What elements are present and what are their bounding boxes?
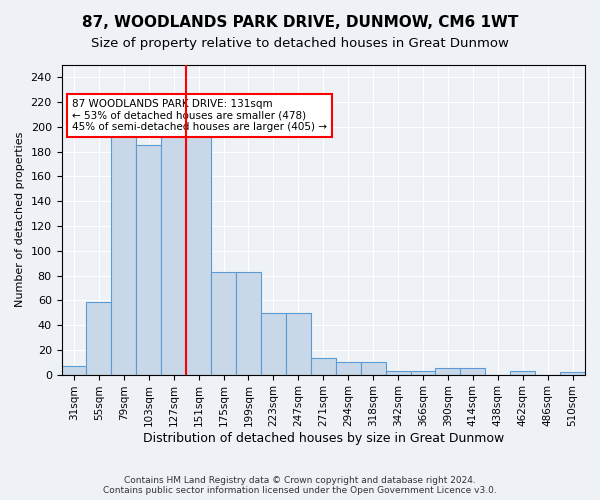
Bar (86, 302, 112, 374)
Bar (510, 371, 535, 374)
Bar (211, 272, 236, 374)
Bar (560, 372, 585, 374)
Bar (336, 362, 361, 374)
X-axis label: Distribution of detached houses by size in Great Dunmow: Distribution of detached houses by size … (143, 432, 504, 445)
Bar (236, 272, 261, 374)
Bar (311, 358, 336, 374)
Bar (186, 136, 211, 374)
Y-axis label: Number of detached properties: Number of detached properties (15, 132, 25, 308)
Bar (361, 362, 386, 374)
Text: Size of property relative to detached houses in Great Dunmow: Size of property relative to detached ho… (91, 38, 509, 51)
Bar (161, 136, 186, 374)
Bar (436, 368, 460, 374)
Bar (460, 368, 485, 374)
Bar (112, 127, 136, 374)
Text: 87 WOODLANDS PARK DRIVE: 131sqm
← 53% of detached houses are smaller (478)
45% o: 87 WOODLANDS PARK DRIVE: 131sqm ← 53% of… (72, 99, 327, 132)
Bar (386, 371, 410, 374)
Text: 87, WOODLANDS PARK DRIVE, DUNMOW, CM6 1WT: 87, WOODLANDS PARK DRIVE, DUNMOW, CM6 1W… (82, 15, 518, 30)
Bar (410, 371, 436, 374)
Bar (62, 366, 86, 374)
Bar (286, 312, 311, 374)
Text: Contains HM Land Registry data © Crown copyright and database right 2024.
Contai: Contains HM Land Registry data © Crown c… (103, 476, 497, 495)
Bar (261, 312, 286, 374)
Bar (136, 146, 161, 374)
